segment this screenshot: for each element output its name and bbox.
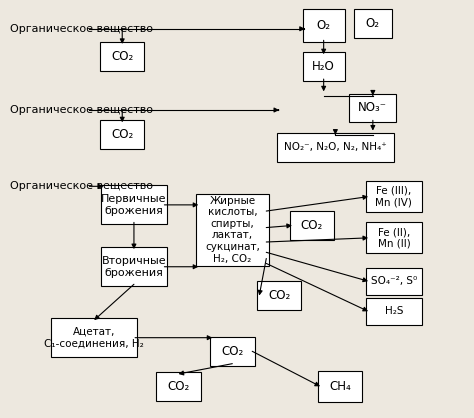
Text: CH₄: CH₄: [329, 380, 351, 393]
FancyBboxPatch shape: [100, 42, 145, 71]
Text: CO₂: CO₂: [221, 345, 244, 358]
FancyBboxPatch shape: [349, 94, 396, 122]
Text: Вторичные
брожения: Вторичные брожения: [101, 256, 166, 278]
FancyBboxPatch shape: [290, 211, 334, 240]
FancyBboxPatch shape: [354, 9, 392, 38]
Text: CO₂: CO₂: [111, 50, 133, 63]
FancyBboxPatch shape: [277, 133, 394, 162]
Text: Fe (II),
Mn (II): Fe (II), Mn (II): [378, 227, 410, 249]
FancyBboxPatch shape: [51, 318, 137, 357]
FancyBboxPatch shape: [366, 268, 422, 295]
FancyBboxPatch shape: [210, 337, 255, 366]
Text: Первичные
брожения: Первичные брожения: [101, 194, 167, 216]
Text: Органическое вещество: Органическое вещество: [10, 181, 153, 191]
Text: H₂O: H₂O: [312, 60, 335, 73]
Text: CO₂: CO₂: [167, 380, 190, 393]
FancyBboxPatch shape: [156, 372, 201, 401]
FancyBboxPatch shape: [101, 247, 167, 286]
FancyBboxPatch shape: [101, 185, 167, 224]
Text: Органическое вещество: Органическое вещество: [10, 24, 153, 34]
Text: Органическое вещество: Органическое вещество: [10, 105, 153, 115]
FancyBboxPatch shape: [100, 120, 145, 149]
Text: NO₂⁻, N₂O, N₂, NH₄⁺: NO₂⁻, N₂O, N₂, NH₄⁺: [284, 142, 387, 152]
Text: CO₂: CO₂: [268, 289, 290, 302]
FancyBboxPatch shape: [318, 371, 362, 402]
Text: NO₃⁻: NO₃⁻: [358, 102, 387, 115]
Text: O₂: O₂: [366, 17, 380, 30]
FancyBboxPatch shape: [366, 298, 422, 325]
FancyBboxPatch shape: [366, 222, 422, 253]
Text: CO₂: CO₂: [301, 219, 323, 232]
FancyBboxPatch shape: [302, 52, 345, 81]
Text: CO₂: CO₂: [111, 128, 133, 141]
Text: H₂S: H₂S: [385, 306, 403, 316]
Text: O₂: O₂: [317, 19, 331, 32]
Text: SO₄⁻², S⁰: SO₄⁻², S⁰: [371, 276, 417, 286]
FancyBboxPatch shape: [302, 8, 345, 42]
FancyBboxPatch shape: [257, 281, 301, 310]
Text: Жирные
кислоты,
спирты,
лактат,
сукцинат,
H₂, CO₂: Жирные кислоты, спирты, лактат, сукцинат…: [205, 196, 260, 264]
FancyBboxPatch shape: [196, 194, 269, 266]
Text: Fe (III),
Mn (IV): Fe (III), Mn (IV): [375, 186, 412, 207]
FancyBboxPatch shape: [366, 181, 422, 212]
Text: Ацетат,
C₁-соединения, H₂: Ацетат, C₁-соединения, H₂: [44, 327, 144, 349]
